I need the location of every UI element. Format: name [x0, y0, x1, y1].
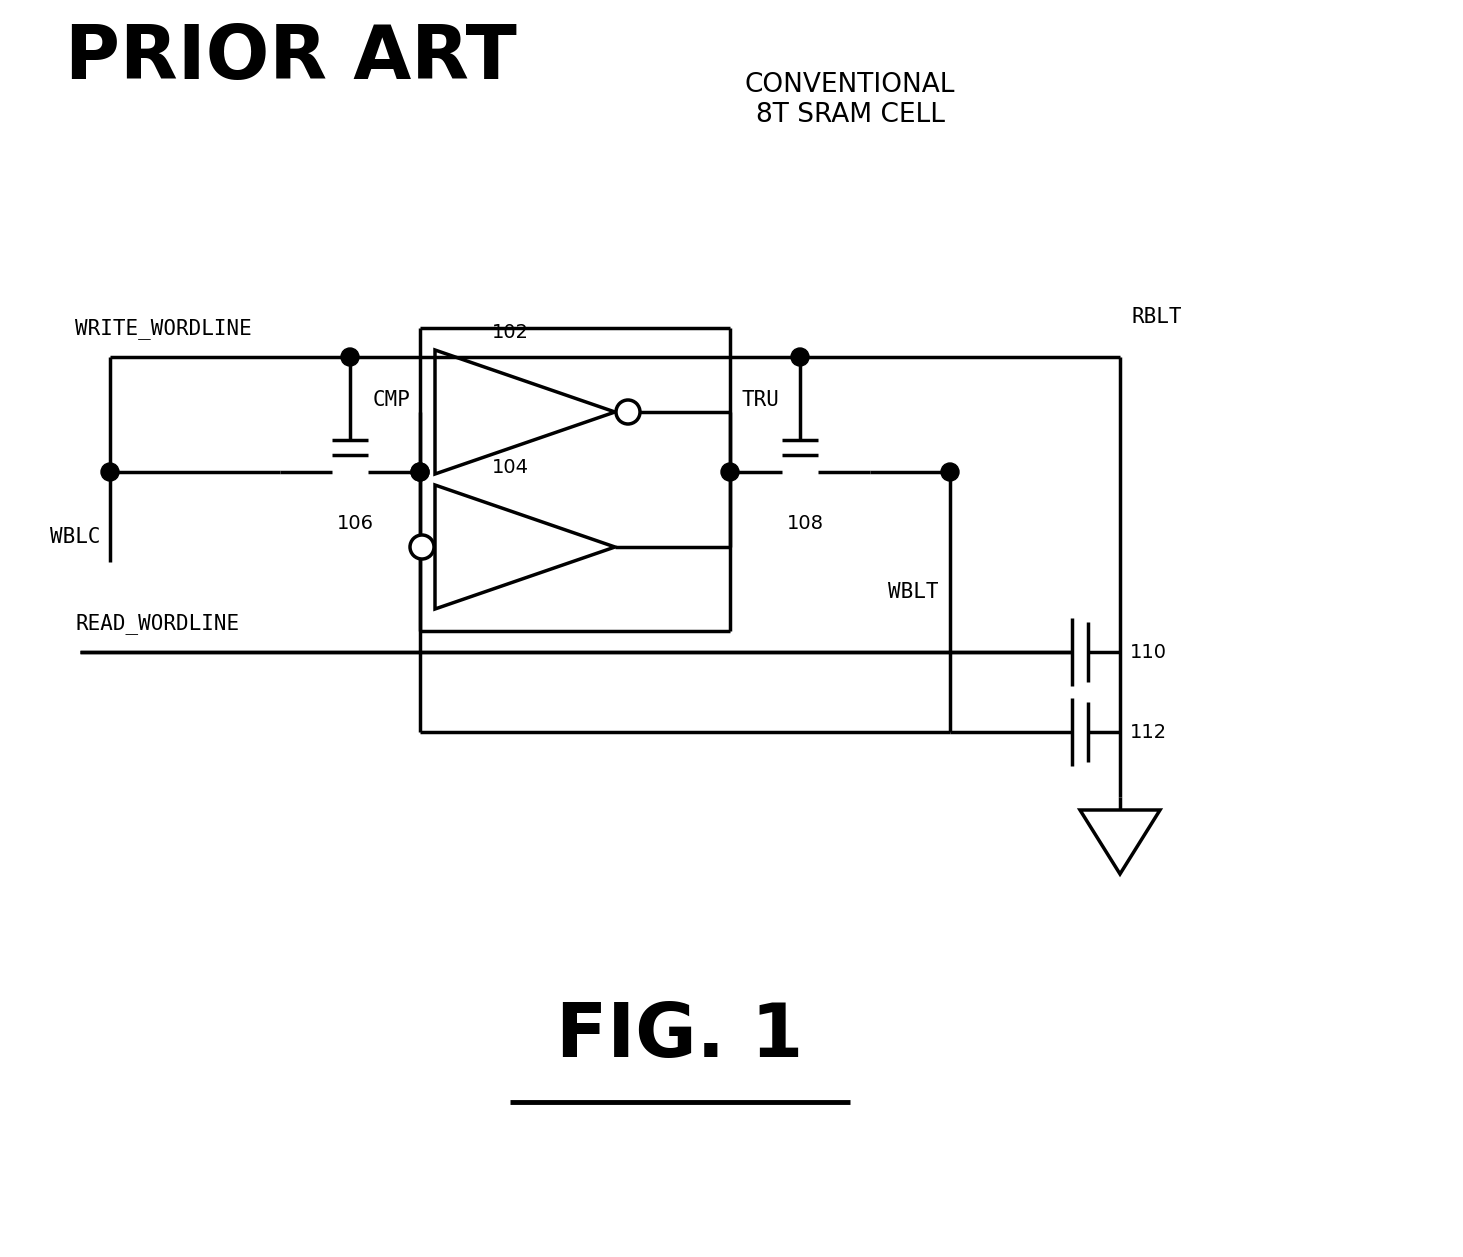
Circle shape — [791, 348, 809, 366]
Text: 104: 104 — [492, 458, 530, 476]
Text: RBLT: RBLT — [1132, 307, 1182, 327]
Circle shape — [941, 463, 960, 481]
Text: TRU: TRU — [742, 390, 780, 410]
Circle shape — [616, 400, 639, 424]
Text: 102: 102 — [492, 323, 530, 342]
Text: PRIOR ART: PRIOR ART — [64, 23, 516, 96]
Text: WBLC: WBLC — [50, 527, 99, 547]
Circle shape — [410, 535, 435, 559]
Text: 108: 108 — [787, 514, 824, 533]
Text: CMP: CMP — [372, 390, 410, 410]
Text: 106: 106 — [336, 514, 373, 533]
Text: 112: 112 — [1129, 723, 1167, 742]
Text: WRITE_WORDLINE: WRITE_WORDLINE — [75, 318, 252, 339]
Text: READ_WORDLINE: READ_WORDLINE — [75, 613, 238, 634]
Circle shape — [341, 348, 358, 366]
Circle shape — [411, 463, 429, 481]
Circle shape — [721, 463, 739, 481]
Text: WBLT: WBLT — [888, 582, 938, 602]
Circle shape — [411, 463, 429, 481]
Text: FIG. 1: FIG. 1 — [556, 1001, 803, 1073]
Circle shape — [101, 463, 119, 481]
Text: 110: 110 — [1129, 642, 1167, 661]
Text: CONVENTIONAL
8T SRAM CELL: CONVENTIONAL 8T SRAM CELL — [745, 72, 955, 128]
